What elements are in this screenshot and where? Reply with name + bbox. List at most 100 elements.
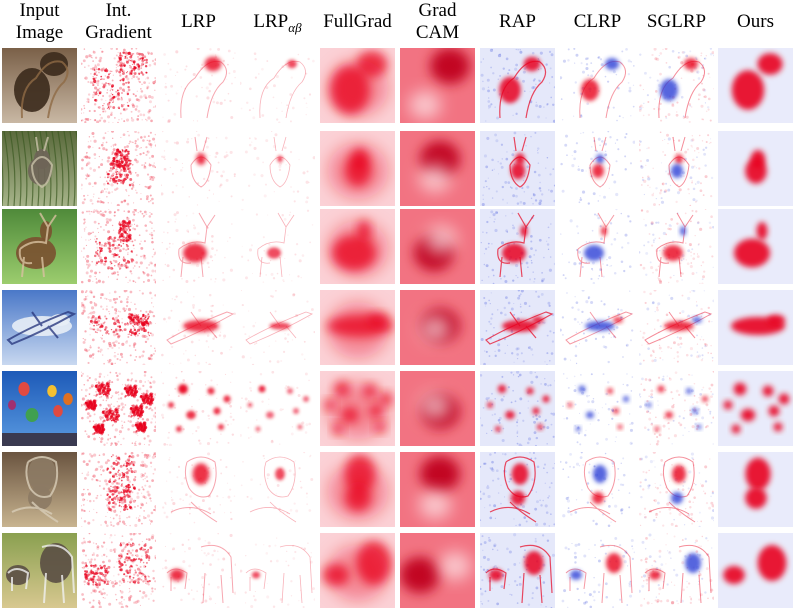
heatmap-graphic xyxy=(81,131,156,206)
attribution-map xyxy=(480,290,555,365)
attribution-map xyxy=(320,452,395,527)
heatmap-graphic xyxy=(161,131,236,206)
heatmap-graphic xyxy=(320,209,395,284)
attribution-map xyxy=(240,533,315,608)
attribution-map xyxy=(560,533,635,608)
column-header: FullGrad xyxy=(318,0,397,48)
heatmap-graphic xyxy=(161,533,236,608)
column-header-line1: CLRP xyxy=(573,11,622,32)
input-image-graphic xyxy=(2,452,77,527)
column-header: SGLRP xyxy=(637,0,716,48)
attribution-map xyxy=(480,533,555,608)
attribution-map xyxy=(560,290,635,365)
heatmap-graphic xyxy=(161,371,236,446)
attribution-map xyxy=(718,48,793,123)
input-image xyxy=(2,131,77,206)
attribution-map xyxy=(400,48,475,123)
heatmap-graphic xyxy=(320,48,395,123)
heatmap-graphic xyxy=(320,533,395,608)
heatmap-graphic xyxy=(81,290,156,365)
heatmap-graphic xyxy=(718,371,793,446)
heatmap-graphic xyxy=(560,371,635,446)
input-image-graphic xyxy=(2,371,77,446)
attribution-map xyxy=(161,290,236,365)
input-image-graphic xyxy=(2,131,77,206)
column-header-line1: Input xyxy=(19,0,60,21)
heatmap-graphic xyxy=(320,371,395,446)
attribution-map xyxy=(480,452,555,527)
column-header-line2: CAM xyxy=(415,22,460,43)
heatmap-graphic xyxy=(639,290,714,365)
attribution-map xyxy=(400,131,475,206)
heatmap-graphic xyxy=(240,131,315,206)
heatmap-graphic xyxy=(81,452,156,527)
heatmap-graphic xyxy=(718,48,793,123)
attribution-map xyxy=(240,48,315,123)
input-image xyxy=(2,452,77,527)
attribution-map xyxy=(560,371,635,446)
heatmap-graphic xyxy=(240,290,315,365)
column-header-line2: Gradient xyxy=(85,22,152,43)
input-image xyxy=(2,533,77,608)
heatmap-graphic xyxy=(560,290,635,365)
column-header-line1: LRPαβ xyxy=(253,11,302,35)
heatmap-graphic xyxy=(161,290,236,365)
attribution-map xyxy=(81,290,156,365)
column-header: LRP xyxy=(159,0,238,48)
column-header: Ours xyxy=(716,0,795,48)
column-header-line2: Image xyxy=(15,22,64,43)
attribution-map xyxy=(400,452,475,527)
heatmap-graphic xyxy=(718,209,793,284)
attribution-map xyxy=(480,131,555,206)
heatmap-graphic xyxy=(480,533,555,608)
attribution-map xyxy=(400,209,475,284)
attribution-map xyxy=(639,48,714,123)
heatmap-graphic xyxy=(560,48,635,123)
attribution-map xyxy=(560,48,635,123)
attribution-map xyxy=(161,131,236,206)
attribution-map xyxy=(161,48,236,123)
attribution-map xyxy=(240,290,315,365)
heatmap-graphic xyxy=(639,533,714,608)
heatmap-graphic xyxy=(718,131,793,206)
heatmap-graphic xyxy=(320,290,395,365)
column-header-subscript: αβ xyxy=(288,19,302,35)
input-image xyxy=(2,48,77,123)
heatmap-graphic xyxy=(718,290,793,365)
attribution-map xyxy=(81,48,156,123)
column-header: RAP xyxy=(478,0,557,48)
heatmap-graphic xyxy=(240,533,315,608)
attribution-map xyxy=(480,209,555,284)
heatmap-graphic xyxy=(480,371,555,446)
input-image-graphic xyxy=(2,209,77,284)
heatmap-graphic xyxy=(639,209,714,284)
attribution-map xyxy=(560,452,635,527)
attribution-map xyxy=(240,209,315,284)
attribution-map xyxy=(161,452,236,527)
heatmap-graphic xyxy=(400,371,475,446)
heatmap-graphic xyxy=(560,533,635,608)
column-header-line1: LRP xyxy=(181,11,216,32)
heatmap-graphic xyxy=(480,209,555,284)
column-header-line1: FullGrad xyxy=(323,11,392,32)
column-header: Int. Gradient xyxy=(79,0,158,48)
attribution-map xyxy=(81,452,156,527)
column-header: CLRP xyxy=(558,0,637,48)
attribution-map xyxy=(81,131,156,206)
attribution-map xyxy=(718,290,793,365)
heatmap-graphic xyxy=(400,533,475,608)
heatmap-graphic xyxy=(240,209,315,284)
input-image xyxy=(2,371,77,446)
attribution-map xyxy=(639,371,714,446)
heatmap-graphic xyxy=(320,452,395,527)
heatmap-graphic xyxy=(480,452,555,527)
attribution-map xyxy=(240,452,315,527)
column-header: Grad CAM xyxy=(398,0,477,48)
input-image-graphic xyxy=(2,533,77,608)
attribution-map xyxy=(320,371,395,446)
column-header-line1: Grad xyxy=(418,0,457,21)
attribution-map xyxy=(161,533,236,608)
column-header-line1: RAP xyxy=(499,11,536,32)
heatmap-graphic xyxy=(639,452,714,527)
